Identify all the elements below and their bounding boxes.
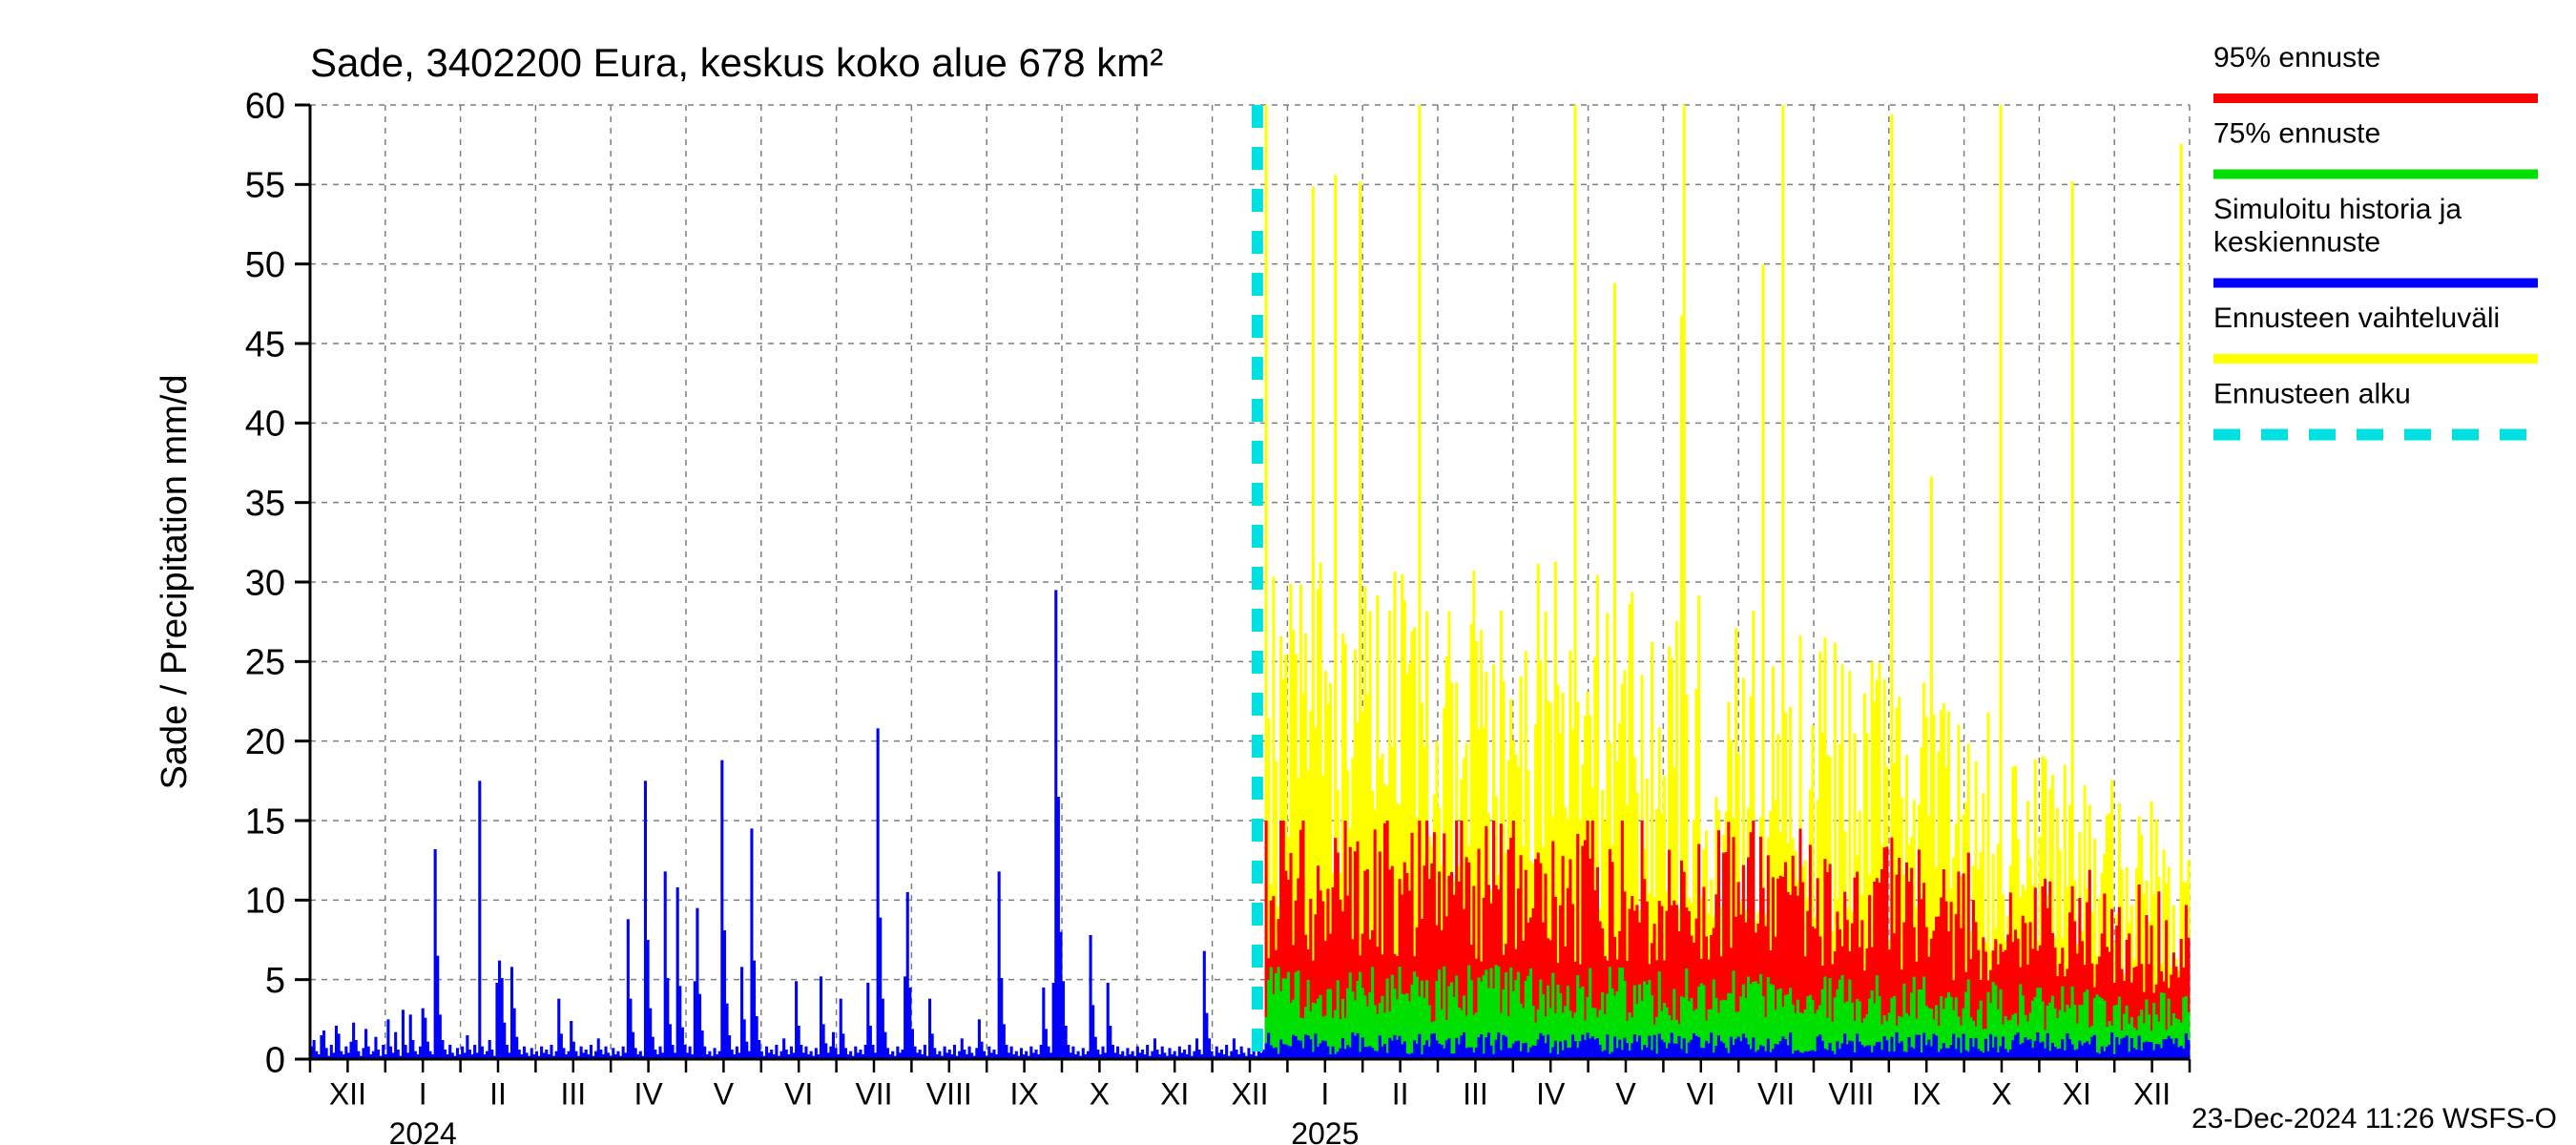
month-label: IV — [634, 1077, 663, 1112]
month-label: XII — [1231, 1077, 1268, 1112]
ytick-label: 45 — [245, 324, 285, 364]
legend-label: Simuloitu historia ja — [2213, 194, 2462, 225]
legend-label: Ennusteen vaihteluväli — [2213, 302, 2500, 334]
month-label: X — [1090, 1077, 1110, 1112]
precipitation-chart: 051015202530354045505560XIIIIIIIIIVVVIVI… — [0, 0, 2576, 1145]
month-label: IX — [1009, 1077, 1038, 1112]
ytick-label: 10 — [245, 882, 285, 922]
month-label: XI — [1160, 1077, 1189, 1112]
month-label: VII — [1757, 1077, 1795, 1112]
ytick-label: 40 — [245, 405, 285, 445]
ytick-label: 35 — [245, 484, 285, 524]
month-label: XII — [329, 1077, 366, 1112]
month-label: I — [419, 1077, 427, 1112]
ytick-label: 0 — [265, 1040, 285, 1080]
ytick-label: 55 — [245, 166, 285, 206]
month-label: VIII — [1828, 1077, 1874, 1112]
month-label: IX — [1912, 1077, 1941, 1112]
month-label: III — [560, 1077, 586, 1112]
ytick-label: 20 — [245, 722, 285, 762]
legend-label: Ennusteen alku — [2213, 379, 2411, 410]
ytick-label: 15 — [245, 802, 285, 842]
month-label: X — [1991, 1077, 2011, 1112]
chart-title: Sade, 3402200 Eura, keskus koko alue 678… — [310, 40, 1163, 85]
ytick-label: 60 — [245, 86, 285, 126]
ytick-label: 30 — [245, 563, 285, 603]
legend-label: 95% ennuste — [2213, 42, 2380, 73]
month-label: V — [714, 1077, 735, 1112]
history-bar — [478, 781, 481, 1059]
ytick-label: 5 — [265, 961, 285, 1001]
month-label: I — [1320, 1077, 1329, 1112]
y-axis-label: Sade / Precipitation mm/d — [155, 374, 195, 789]
month-label: VI — [1687, 1077, 1715, 1112]
month-label: VII — [855, 1077, 892, 1112]
month-label: V — [1615, 1077, 1636, 1112]
month-label: IV — [1536, 1077, 1566, 1112]
legend-label: keskiennuste — [2213, 227, 2380, 259]
month-label: III — [1463, 1077, 1488, 1112]
year-label: 2025 — [1291, 1116, 1359, 1145]
month-label: VI — [784, 1077, 813, 1112]
month-label: XII — [2133, 1077, 2171, 1112]
month-label: II — [489, 1077, 507, 1112]
legend-label: 75% ennuste — [2213, 118, 2380, 150]
ytick-label: 50 — [245, 245, 285, 285]
ytick-label: 25 — [245, 643, 285, 683]
footer-timestamp: 23-Dec-2024 11:26 WSFS-O — [2192, 1103, 2557, 1135]
month-label: II — [1392, 1077, 1409, 1112]
year-label: 2024 — [389, 1116, 457, 1145]
month-label: XI — [2063, 1077, 2091, 1112]
month-label: VIII — [926, 1077, 972, 1112]
